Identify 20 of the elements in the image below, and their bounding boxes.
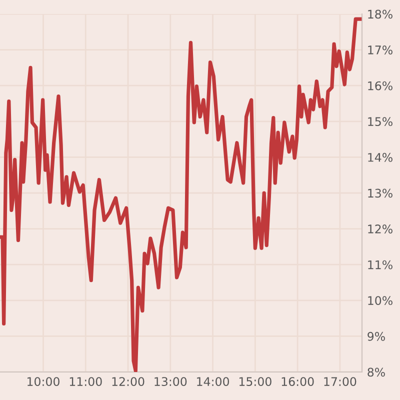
x-tick-label: 10:00	[28, 377, 60, 386]
y-tick-label: 15%	[368, 117, 392, 126]
x-tick-label: 14:00	[197, 377, 230, 386]
y-tick-label: 17%	[368, 46, 392, 54]
y-tick-label: 9%	[368, 332, 385, 341]
y-tick-label: 8%	[368, 368, 385, 377]
x-tick-label: 12:00	[112, 377, 144, 386]
x-tick-label: 15:00	[239, 377, 272, 386]
line-series	[0, 17, 362, 372]
x-tick-label: 16:00	[282, 377, 314, 386]
x-tick-label: 17:00	[324, 377, 356, 386]
y-tick-label: 16%	[368, 81, 392, 90]
y-tick-label: 12%	[368, 224, 392, 234]
y-tick-label: 14%	[368, 152, 392, 162]
y-tick-label: 18%	[368, 10, 392, 19]
x-tick-label: 11:00	[70, 377, 102, 386]
x-tick-label: 13:00	[154, 377, 187, 386]
y-tick-label: 11%	[368, 260, 392, 270]
y-tick-label: 10%	[368, 296, 392, 306]
y-tick-label: 13%	[368, 188, 392, 198]
